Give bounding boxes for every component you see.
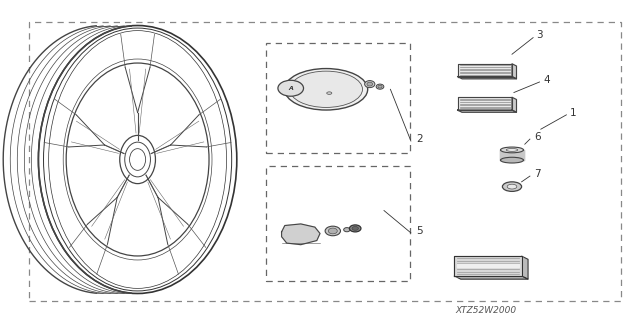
Ellipse shape — [344, 228, 350, 232]
Text: A: A — [288, 86, 293, 91]
Ellipse shape — [500, 147, 524, 153]
Polygon shape — [458, 77, 516, 79]
Polygon shape — [500, 150, 524, 160]
Ellipse shape — [378, 85, 382, 88]
Polygon shape — [512, 64, 516, 79]
Ellipse shape — [326, 92, 332, 94]
Text: 7: 7 — [534, 169, 541, 179]
Polygon shape — [522, 256, 528, 279]
Bar — [266, 43, 410, 153]
Polygon shape — [457, 264, 519, 267]
Ellipse shape — [352, 226, 358, 230]
Polygon shape — [458, 110, 516, 112]
Text: 6: 6 — [534, 132, 541, 142]
Ellipse shape — [500, 157, 524, 163]
Text: 3: 3 — [536, 30, 543, 40]
Polygon shape — [454, 276, 528, 279]
Ellipse shape — [376, 84, 384, 89]
Polygon shape — [512, 97, 516, 112]
Ellipse shape — [349, 225, 361, 232]
Polygon shape — [454, 256, 522, 276]
Ellipse shape — [502, 182, 522, 191]
Ellipse shape — [290, 71, 362, 108]
Ellipse shape — [506, 149, 518, 151]
Text: 1: 1 — [570, 108, 576, 118]
Ellipse shape — [365, 81, 375, 88]
Ellipse shape — [278, 80, 303, 96]
Ellipse shape — [507, 184, 517, 189]
Text: XTZ52W2000: XTZ52W2000 — [456, 306, 517, 315]
Ellipse shape — [328, 228, 337, 234]
Text: 2: 2 — [416, 134, 422, 144]
Text: 4: 4 — [544, 75, 550, 85]
Bar — [266, 166, 410, 281]
Polygon shape — [282, 224, 320, 245]
Text: 5: 5 — [416, 226, 422, 236]
Ellipse shape — [284, 69, 368, 110]
Polygon shape — [458, 64, 512, 77]
Polygon shape — [458, 97, 512, 110]
Ellipse shape — [325, 226, 340, 236]
Ellipse shape — [367, 82, 372, 86]
Bar — [29, 22, 621, 301]
